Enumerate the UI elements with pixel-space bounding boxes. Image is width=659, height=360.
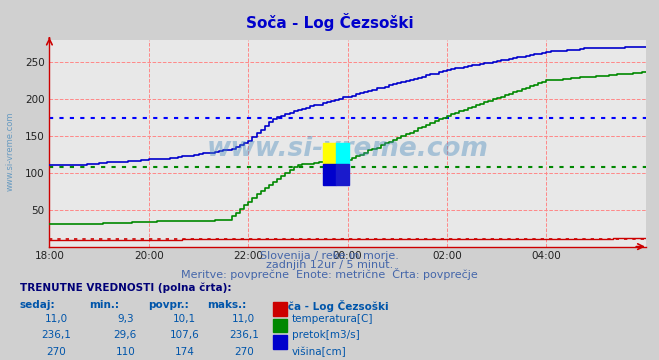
Text: 174: 174: [175, 347, 194, 357]
Text: 11,0: 11,0: [44, 314, 68, 324]
Text: www.si-vreme.com: www.si-vreme.com: [207, 136, 488, 162]
Text: www.si-vreme.com: www.si-vreme.com: [5, 112, 14, 191]
Text: Soča - Log Čezsoški: Soča - Log Čezsoški: [246, 13, 413, 31]
Text: 29,6: 29,6: [113, 330, 137, 341]
Text: 10,1: 10,1: [173, 314, 196, 324]
Text: Soča - Log Čezsoški: Soča - Log Čezsoški: [273, 300, 389, 311]
Text: povpr.:: povpr.:: [148, 300, 189, 310]
Text: pretok[m3/s]: pretok[m3/s]: [292, 330, 360, 341]
Text: 236,1: 236,1: [229, 330, 259, 341]
Bar: [323, 143, 336, 164]
Text: 107,6: 107,6: [169, 330, 200, 341]
Text: 270: 270: [46, 347, 66, 357]
Text: 110: 110: [115, 347, 135, 357]
Text: maks.:: maks.:: [208, 300, 247, 310]
Text: zadnjih 12ur / 5 minut.: zadnjih 12ur / 5 minut.: [266, 260, 393, 270]
Bar: [336, 164, 349, 184]
Text: 9,3: 9,3: [117, 314, 134, 324]
Text: TRENUTNE VREDNOSTI (polna črta):: TRENUTNE VREDNOSTI (polna črta):: [20, 283, 231, 293]
Text: temperatura[C]: temperatura[C]: [292, 314, 374, 324]
Text: Slovenija / reke in morje.: Slovenija / reke in morje.: [260, 251, 399, 261]
Text: višina[cm]: višina[cm]: [292, 347, 347, 357]
Text: 11,0: 11,0: [232, 314, 256, 324]
Text: Meritve: povprečne  Enote: metrične  Črta: povprečje: Meritve: povprečne Enote: metrične Črta:…: [181, 268, 478, 280]
Text: sedaj:: sedaj:: [20, 300, 55, 310]
Text: 236,1: 236,1: [41, 330, 71, 341]
Bar: [336, 143, 349, 164]
Bar: [323, 164, 336, 184]
Text: 270: 270: [234, 347, 254, 357]
Text: min.:: min.:: [89, 300, 119, 310]
